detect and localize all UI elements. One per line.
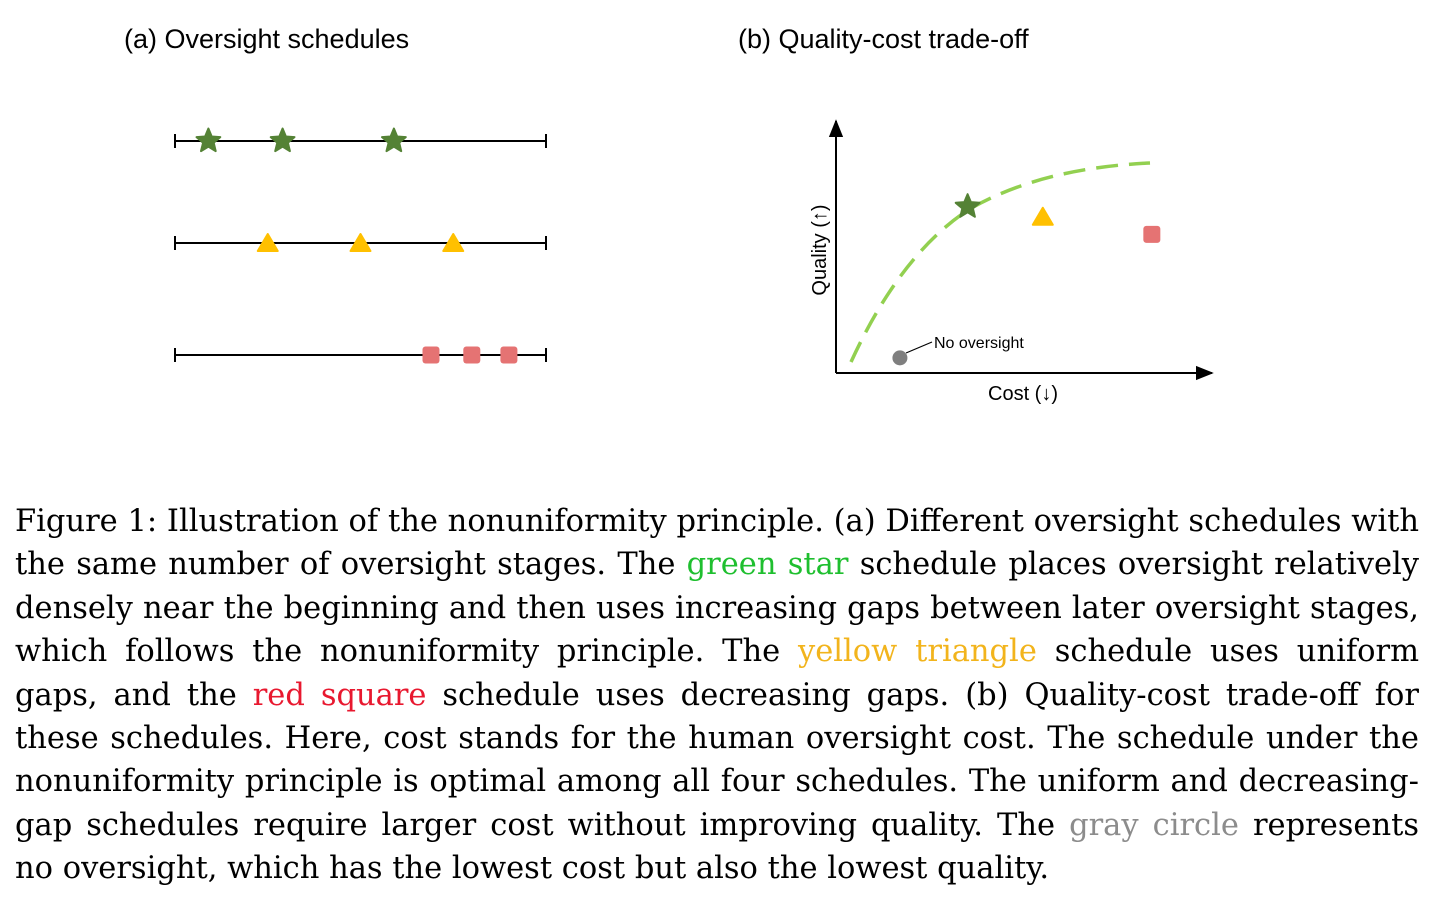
tradeoff-curve — [849, 161, 1151, 363]
oversight-stage-triangle-icon — [256, 233, 279, 252]
tradeoff-point-star-icon — [954, 193, 981, 218]
figure-graphic: Quality (↑) Cost (↓) No oversight — [174, 119, 1214, 405]
panel-b-tradeoff-plot: Quality (↑) Cost (↓) No oversight — [809, 119, 1214, 405]
panel-a-title: (a) Oversight schedules — [124, 24, 410, 54]
oversight-stage-triangle-icon — [349, 233, 372, 252]
oversight-stage-square-icon — [463, 346, 481, 364]
oversight-stage-star-icon — [381, 127, 407, 153]
caption-yellow-triangle: yellow triangle — [798, 634, 1037, 670]
x-axis-label: Cost (↓) — [988, 383, 1058, 405]
y-axis-label: Quality (↑) — [809, 204, 831, 295]
caption-text-2: schedule places oversight relatively den… — [15, 547, 1419, 670]
caption-text-5: represents no oversight, which has the l… — [15, 807, 1420, 887]
tradeoff-point-triangle-icon — [1031, 206, 1054, 226]
caption-green-star: green star — [686, 547, 849, 583]
panel-a-schedules — [174, 127, 547, 364]
no-oversight-annotation: No oversight — [934, 335, 1024, 352]
tradeoff-point-circle-icon — [892, 350, 908, 366]
oversight-stage-triangle-icon — [442, 233, 465, 252]
schedule-timeline — [174, 127, 547, 153]
annotation-leader-line — [905, 341, 933, 354]
panel-b-title: (b) Quality-cost trade-off — [738, 24, 1029, 54]
caption-text-4: schedule uses decreasing gaps. (b) Quali… — [15, 677, 1419, 843]
oversight-stage-square-icon — [500, 346, 518, 364]
tradeoff-point-square-icon — [1143, 225, 1161, 243]
schedule-timeline — [174, 233, 547, 252]
oversight-stage-star-icon — [269, 127, 296, 153]
panel-b-points — [892, 193, 1161, 366]
caption-red-square: red square — [252, 677, 427, 713]
caption-gray-circle: gray circle — [1069, 807, 1239, 843]
schedule-timeline — [174, 346, 547, 364]
oversight-stage-square-icon — [422, 346, 440, 364]
oversight-stage-star-icon — [195, 127, 222, 153]
figure-caption: Figure 1: Illustration of the nonuniform… — [15, 500, 1419, 891]
caption-text-3: schedule uses uniform gaps, and the — [15, 634, 1419, 713]
caption-text-1: Figure 1: Illustration of the nonuniform… — [15, 504, 1419, 583]
